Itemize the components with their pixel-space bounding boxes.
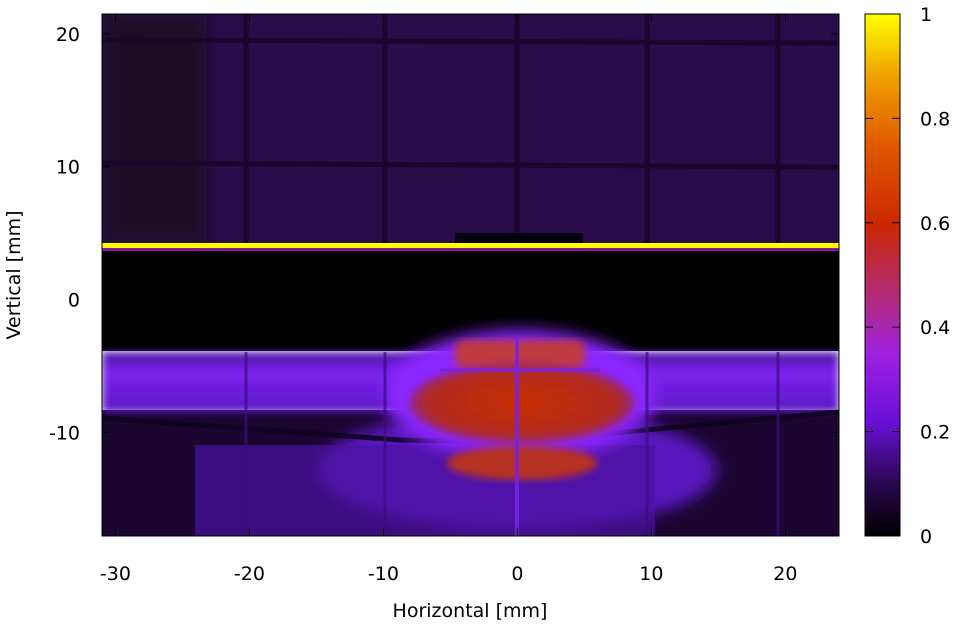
dark-gap-region <box>102 251 839 351</box>
y-axis-ticks: -10 0 10 20 <box>49 24 839 444</box>
colorbar-ticks: 0 0.2 0.4 0.6 0.8 1 <box>865 4 950 548</box>
bright-line-edge <box>102 248 839 251</box>
x-axis-ticks: -30 -20 -10 0 10 20 <box>100 14 797 585</box>
hot-region-upper <box>455 340 585 368</box>
colorbar-tick-label: 0.8 <box>920 108 950 130</box>
x-tick-label: -10 <box>368 563 399 585</box>
colorbar-tick-label: 0.2 <box>920 422 950 444</box>
y-tick-label: 10 <box>56 157 80 179</box>
colorbar <box>864 13 901 537</box>
colorbar-tick-label: 0.6 <box>920 213 950 235</box>
x-tick-label: -20 <box>234 563 265 585</box>
y-tick-label: -10 <box>49 422 80 444</box>
x-tick-label: 10 <box>639 563 663 585</box>
x-tick-label: 20 <box>773 563 797 585</box>
hot-region-main <box>410 363 634 443</box>
plot-frame <box>101 13 840 537</box>
x-axis-label: Horizontal [mm] <box>393 600 548 622</box>
colorbar-tick-label: 0.4 <box>920 317 950 339</box>
heatmap-image <box>102 14 839 536</box>
upper-glow-region <box>102 14 839 244</box>
x-tick-label: -30 <box>100 563 131 585</box>
band-vertical-seams <box>244 352 780 536</box>
colorbar-tick-label: 0 <box>920 526 932 548</box>
y-axis-label: Vertical [mm] <box>3 210 25 339</box>
hot-region-lower <box>447 446 597 480</box>
grid-shadow-lines <box>102 14 839 244</box>
colorbar-tick-label: 1 <box>920 4 932 26</box>
x-tick-label: 0 <box>511 563 523 585</box>
y-tick-label: 0 <box>68 290 80 312</box>
bright-line <box>102 243 839 248</box>
upper-left-dark-edge <box>102 14 207 244</box>
y-tick-label: 20 <box>56 24 80 46</box>
small-dark-object <box>455 233 583 243</box>
